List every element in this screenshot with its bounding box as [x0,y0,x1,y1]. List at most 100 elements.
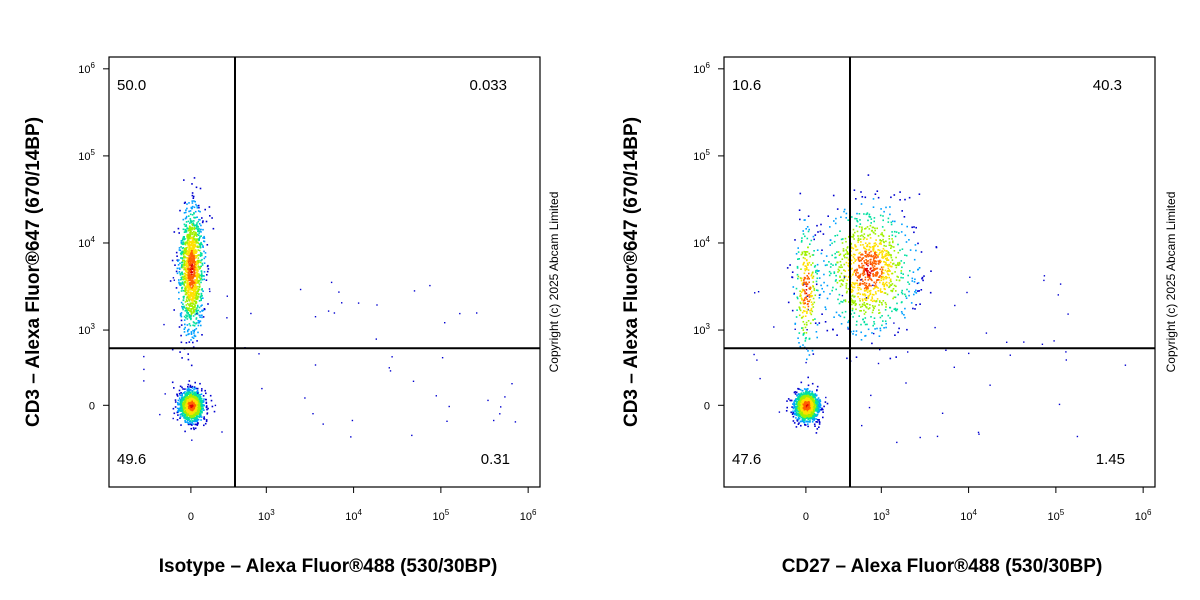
event-dot [865,213,868,216]
event-dot [897,263,899,265]
event-dot [183,331,186,333]
event-dot [173,412,176,415]
event-dot [193,257,196,259]
event-dot [185,314,187,316]
event-dot [896,264,898,267]
event-dot [866,212,869,214]
event-dot [183,256,185,259]
event-dot [802,321,805,323]
event-dot [802,344,804,346]
event-dot [184,267,186,269]
event-dot [852,316,854,318]
event-dot [894,334,896,336]
event-dot [895,290,897,292]
event-dot [187,283,189,286]
event-dot [873,317,876,319]
event-dot [859,275,861,277]
event-dot [187,329,189,332]
event-dot [875,292,877,295]
event-dot [805,417,808,419]
event-dot [876,298,879,300]
event-dot [869,293,871,296]
event-dot [197,309,200,312]
event-dot [183,202,186,204]
event-dot [806,283,809,285]
event-dot [856,248,859,251]
event-dot [201,304,203,306]
y-tick-label: 104 [78,235,95,250]
event-dot [826,297,829,300]
event-dot [872,306,875,309]
event-dot [499,413,501,415]
event-dot [511,383,513,385]
event-dot [193,419,196,421]
event-dot [851,286,854,288]
event-dot [863,260,865,262]
event-dot [191,414,193,417]
event-dot [203,271,206,273]
event-dot [822,233,825,235]
event-dot [888,235,890,237]
event-dot [195,396,198,399]
event-dot [180,253,183,256]
event-dot [208,206,211,208]
event-dot [199,410,202,412]
event-dot [182,278,184,281]
event-dot [209,215,211,217]
event-dot [882,278,885,281]
event-dot [861,196,864,198]
event-dot [839,266,842,269]
event-dot [800,410,803,413]
event-dot [877,260,880,262]
event-dot [180,278,182,281]
event-dot [189,408,192,411]
event-dot [200,281,202,284]
event-dot [182,415,185,417]
event-dot [868,253,870,256]
event-dot [178,271,181,273]
event-dot [792,286,795,288]
event-dot [864,304,866,307]
event-dot [808,272,810,275]
event-dot [899,191,901,193]
event-dot [830,272,832,275]
event-dot [202,401,205,403]
event-dot [201,410,203,413]
event-dot [891,310,893,313]
event-dot [187,312,189,314]
event-dot [198,409,200,411]
event-dot [809,255,811,258]
event-dot [797,410,800,413]
event-dot [825,308,827,311]
event-dot [806,298,808,300]
event-dot [176,393,178,396]
event-dot [175,270,178,273]
event-dot [863,313,866,315]
event-dot [194,395,196,397]
event-dot [195,420,198,423]
event-dot [189,274,192,276]
event-dot [801,251,804,254]
event-dot [802,263,804,266]
event-dot [901,312,904,315]
event-dot [884,269,887,272]
event-dot [190,317,192,320]
event-dot [880,266,883,269]
event-dot [785,410,788,412]
event-dot [819,230,822,233]
event-dot [173,231,176,233]
event-dot [183,238,186,241]
event-dot [882,215,884,217]
event-dot [797,387,799,390]
event-dot [907,281,909,283]
event-dot [854,282,857,284]
event-dot [188,245,191,248]
event-dot [183,212,186,214]
event-dot [188,270,190,272]
event-dot [809,312,812,314]
event-dot [193,247,196,249]
event-dot [189,305,191,307]
event-dot [878,243,881,245]
event-dot [185,211,187,214]
event-dot [881,283,884,285]
